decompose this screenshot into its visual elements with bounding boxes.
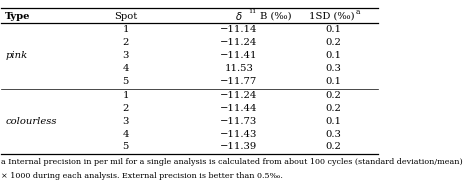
Text: colourless: colourless [5, 116, 57, 126]
Text: 3: 3 [123, 116, 129, 126]
Text: pink: pink [5, 51, 27, 60]
Text: 0.2: 0.2 [325, 38, 341, 47]
Text: Type: Type [5, 12, 31, 21]
Text: 0.2: 0.2 [325, 91, 341, 100]
Text: a Internal precision in per mil for a single analysis is calculated from about 1: a Internal precision in per mil for a si… [1, 158, 463, 166]
Text: 5: 5 [123, 77, 129, 86]
Text: 0.1: 0.1 [325, 51, 341, 60]
Text: × 1000 during each analysis. External precision is better than 0.5‰.: × 1000 during each analysis. External pr… [1, 172, 283, 180]
Text: $\delta$: $\delta$ [235, 10, 243, 22]
Text: 0.3: 0.3 [325, 64, 341, 73]
Text: −11.39: −11.39 [220, 143, 257, 151]
Text: 0.1: 0.1 [325, 77, 341, 86]
Text: Spot: Spot [114, 12, 137, 21]
Text: 11: 11 [248, 9, 256, 14]
Text: −11.24: −11.24 [220, 91, 257, 100]
Text: −11.77: −11.77 [220, 77, 257, 86]
Text: −11.73: −11.73 [220, 116, 257, 126]
Text: −11.44: −11.44 [220, 104, 257, 113]
Text: 0.1: 0.1 [325, 25, 341, 34]
Text: −11.14: −11.14 [220, 25, 257, 34]
Text: 1: 1 [122, 25, 129, 34]
Text: B (‰): B (‰) [259, 12, 291, 21]
Text: 11.53: 11.53 [224, 64, 253, 73]
Text: −11.43: −11.43 [220, 130, 257, 139]
Text: 0.3: 0.3 [325, 130, 341, 139]
Text: 1SD (‰): 1SD (‰) [309, 12, 357, 21]
Text: 3: 3 [123, 51, 129, 60]
Text: 2: 2 [123, 104, 129, 113]
Text: 2: 2 [123, 38, 129, 47]
Text: 0.2: 0.2 [325, 143, 341, 151]
Text: 5: 5 [123, 143, 129, 151]
Text: 0.2: 0.2 [325, 104, 341, 113]
Text: 1: 1 [122, 91, 129, 100]
Text: 0.1: 0.1 [325, 116, 341, 126]
Text: 4: 4 [122, 64, 129, 73]
Text: 4: 4 [122, 130, 129, 139]
Text: −11.41: −11.41 [220, 51, 257, 60]
Text: −11.24: −11.24 [220, 38, 257, 47]
Text: a: a [356, 8, 360, 16]
